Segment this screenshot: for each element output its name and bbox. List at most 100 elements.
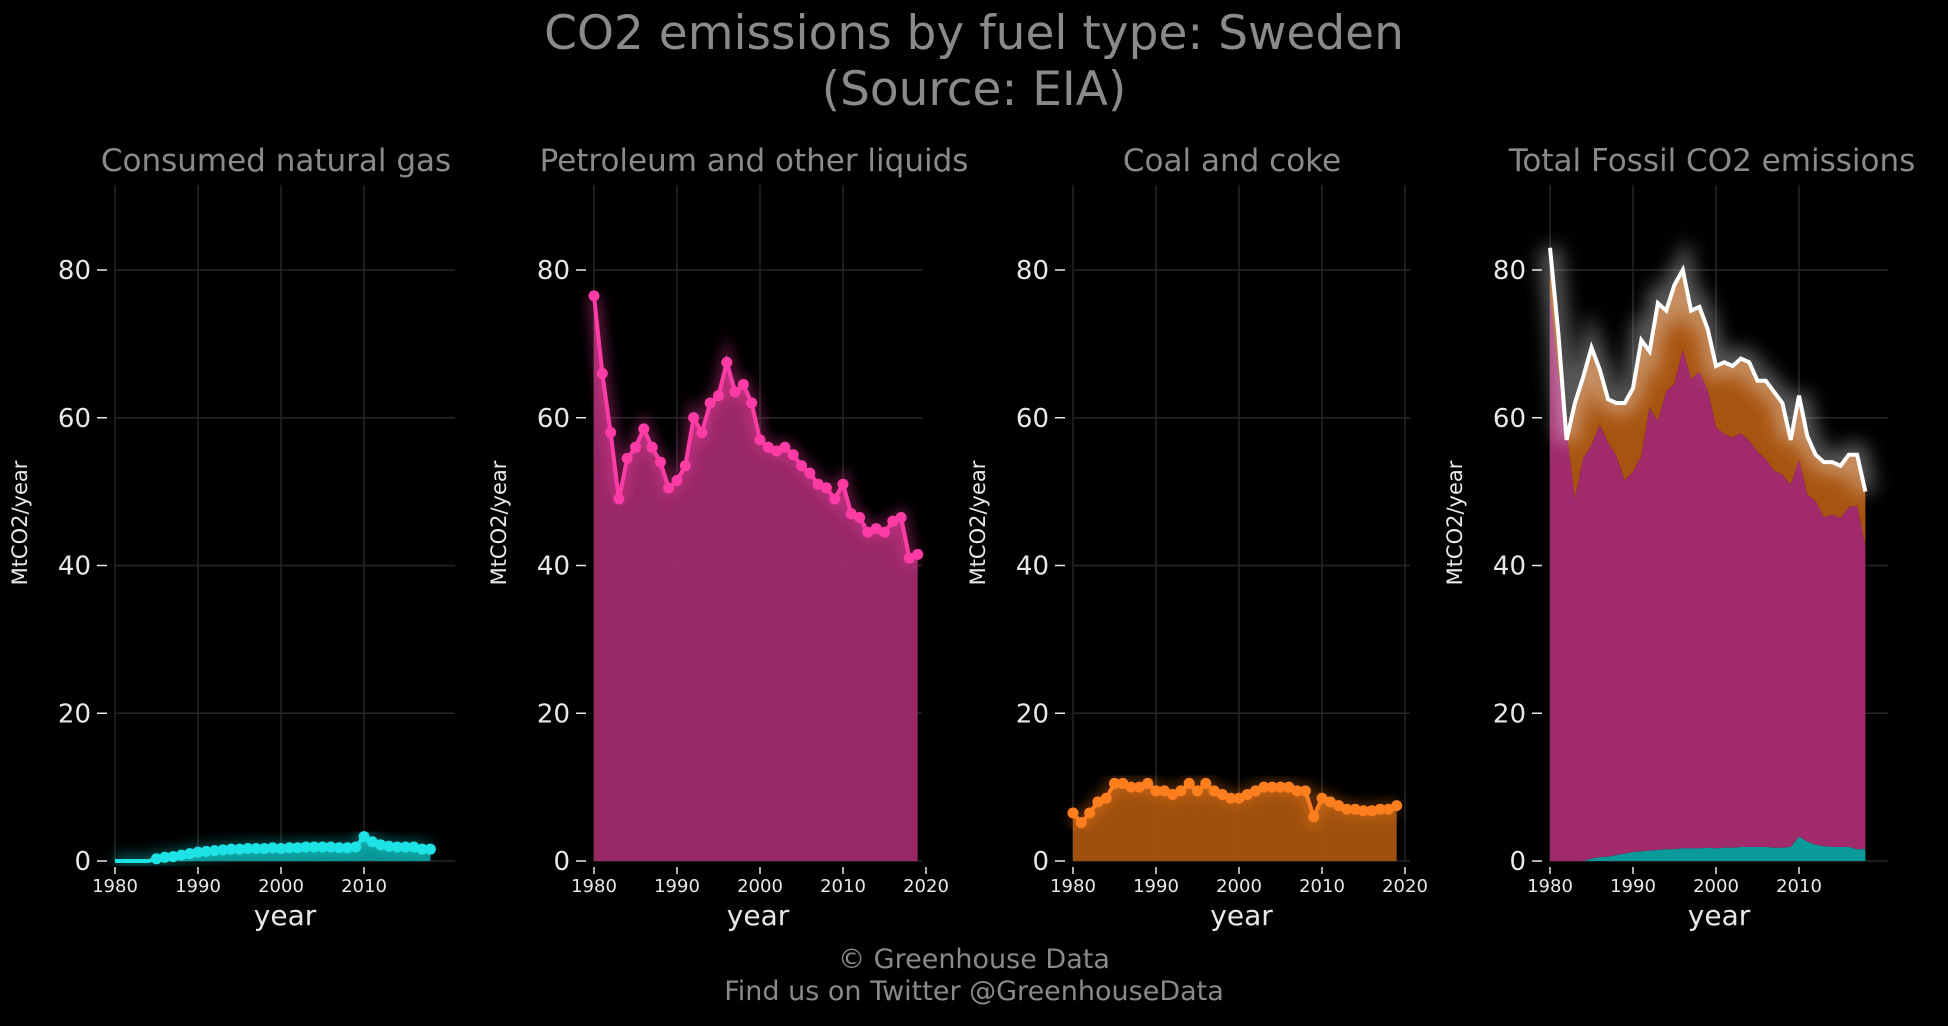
x-tick-label: 2010 (1776, 876, 1822, 897)
x-axis-label: year (254, 899, 317, 932)
data-point (1382, 803, 1394, 815)
panel-title: Total Fossil CO2 emissions (1508, 143, 1916, 179)
y-tick-label: 40 (58, 552, 91, 582)
data-point (258, 842, 270, 854)
chart-title-line2: (Source: EIA) (821, 62, 1127, 117)
data-point (837, 478, 849, 490)
data-point (854, 511, 866, 523)
panel-title: Petroleum and other liquids (540, 143, 969, 179)
x-tick-label: 2010 (1299, 876, 1345, 897)
y-tick-label: 0 (1509, 847, 1526, 877)
y-axis-label: MtCO2/year (487, 460, 511, 585)
data-point (1216, 789, 1228, 801)
panel-total: Total Fossil CO2 emissions 0 20 40 60 80 1980 1… (1443, 143, 1915, 932)
x-axis-label: year (727, 899, 790, 932)
data-point (621, 452, 633, 464)
data-point (300, 841, 312, 853)
data-point (754, 434, 766, 446)
data-point (771, 445, 783, 457)
data-point (596, 367, 608, 379)
y-tick-label: 20 (1493, 699, 1526, 729)
data-point (167, 851, 179, 863)
data-point (1241, 789, 1253, 801)
data-point (1067, 807, 1079, 819)
data-point (704, 397, 716, 409)
x-tick-label: 2010 (341, 876, 387, 897)
y-axis-label: MtCO2/year (1443, 460, 1467, 585)
data-point (820, 482, 832, 494)
data-point (688, 412, 700, 424)
data-point (630, 441, 641, 453)
data-point (283, 842, 295, 854)
data-point (605, 427, 617, 439)
y-tick-label: 80 (1493, 256, 1526, 286)
x-tick-label: 1980 (1527, 876, 1573, 897)
data-point (175, 849, 187, 861)
data-point (912, 548, 924, 560)
panel-coal: Coal and coke 0 20 40 60 80 1980 1990 2000 2010 20… (966, 143, 1428, 932)
y-tick-label: 20 (1016, 699, 1049, 729)
data-point (391, 841, 403, 853)
data-point (663, 482, 675, 494)
total-line (1548, 247, 1868, 493)
data-point (1374, 803, 1386, 815)
data-point (1167, 789, 1179, 801)
y-tick-label: 60 (58, 404, 91, 434)
y-tick-label: 80 (537, 256, 570, 286)
y-tick-label: 60 (1016, 404, 1049, 434)
y-tick-label: 40 (1493, 552, 1526, 582)
x-tick-label: 2000 (258, 876, 304, 897)
y-tick-label: 20 (58, 699, 91, 729)
data-point (1200, 777, 1212, 789)
data-point (1158, 785, 1170, 797)
data-point (671, 475, 683, 487)
data-point (209, 845, 221, 857)
data-point (383, 840, 395, 852)
x-tick-label: 1980 (571, 876, 617, 897)
data-point (679, 460, 691, 472)
data-point (1192, 785, 1203, 797)
data-point (275, 842, 287, 854)
x-tick-label: 2000 (737, 876, 783, 897)
data-point (400, 841, 411, 853)
x-axis-label: year (1210, 899, 1273, 932)
chart-title-line1: CO2 emissions by fuel type: Sweden (544, 6, 1404, 61)
data-point (408, 841, 420, 853)
data-point (1333, 800, 1345, 812)
data-point (1366, 805, 1378, 817)
data-point (812, 478, 824, 490)
petroleum-band (1550, 295, 1866, 861)
data-point (1208, 785, 1220, 797)
data-point (654, 456, 666, 468)
data-point (234, 843, 245, 855)
data-point (1283, 781, 1295, 793)
data-point (696, 427, 708, 439)
data-point (1299, 785, 1311, 797)
y-tick-label: 20 (537, 699, 570, 729)
data-point (1324, 796, 1336, 808)
data-point (200, 845, 212, 857)
data-point (779, 441, 791, 453)
x-tick-label: 1980 (92, 876, 138, 897)
x-tick-label: 1980 (1050, 876, 1096, 897)
data-point (325, 841, 337, 853)
y-tick-label: 40 (1016, 552, 1049, 582)
data-point (1225, 792, 1237, 804)
y-tick-label: 60 (1493, 404, 1526, 434)
x-tick-label: 2020 (903, 876, 949, 897)
data-point (1291, 785, 1303, 797)
x-tick-label: 1990 (1133, 876, 1179, 897)
data-point (638, 423, 650, 435)
y-tick-label: 0 (1032, 847, 1049, 877)
data-point (746, 397, 758, 409)
data-point (1183, 777, 1195, 789)
data-point (424, 843, 436, 855)
data-point (729, 386, 741, 398)
data-point (845, 508, 857, 520)
data-point (1109, 777, 1120, 789)
data-point (242, 842, 254, 854)
data-point (308, 841, 320, 853)
series-line (592, 295, 919, 561)
data-point (217, 844, 229, 856)
x-axis-label: year (1688, 899, 1751, 932)
